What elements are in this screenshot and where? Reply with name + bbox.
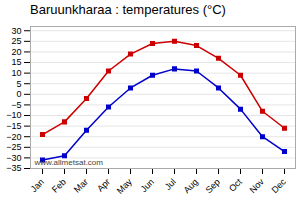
svg-text:−30: −30 <box>6 153 21 163</box>
svg-text:0: 0 <box>16 89 21 99</box>
svg-text:25: 25 <box>11 36 21 46</box>
svg-text:−20: −20 <box>6 132 21 142</box>
svg-text:−15: −15 <box>6 121 21 131</box>
svg-text:Dec: Dec <box>270 176 289 195</box>
svg-text:Feb: Feb <box>50 177 68 195</box>
svg-text:15: 15 <box>11 57 21 67</box>
svg-text:−35: −35 <box>6 163 21 173</box>
svg-text:Jan: Jan <box>29 177 46 194</box>
svg-text:5: 5 <box>16 79 21 89</box>
svg-text:30: 30 <box>11 26 21 36</box>
svg-text:May: May <box>115 176 134 195</box>
svg-text:−5: −5 <box>11 100 21 110</box>
svg-text:20: 20 <box>11 47 21 57</box>
svg-text:Mar: Mar <box>72 177 90 195</box>
html-text:Baruunkharaa : temperatures (°: Baruunkharaa : temperatures (°C) <box>30 2 226 17</box>
svg-text:Sep: Sep <box>204 177 222 195</box>
svg-text:Jul: Jul <box>163 177 178 192</box>
svg-text:Jun: Jun <box>139 177 156 194</box>
svg-text:Nov: Nov <box>248 176 267 195</box>
svg-text:10: 10 <box>11 68 21 78</box>
svg-text:−10: −10 <box>6 110 21 120</box>
svg-text:Oct: Oct <box>227 176 244 193</box>
svg-text:www.allmetsat.com: www.allmetsat.com <box>34 158 104 167</box>
svg-text:−25: −25 <box>6 142 21 152</box>
svg-text:Apr: Apr <box>95 177 112 194</box>
svg-text:Aug: Aug <box>182 177 200 195</box>
